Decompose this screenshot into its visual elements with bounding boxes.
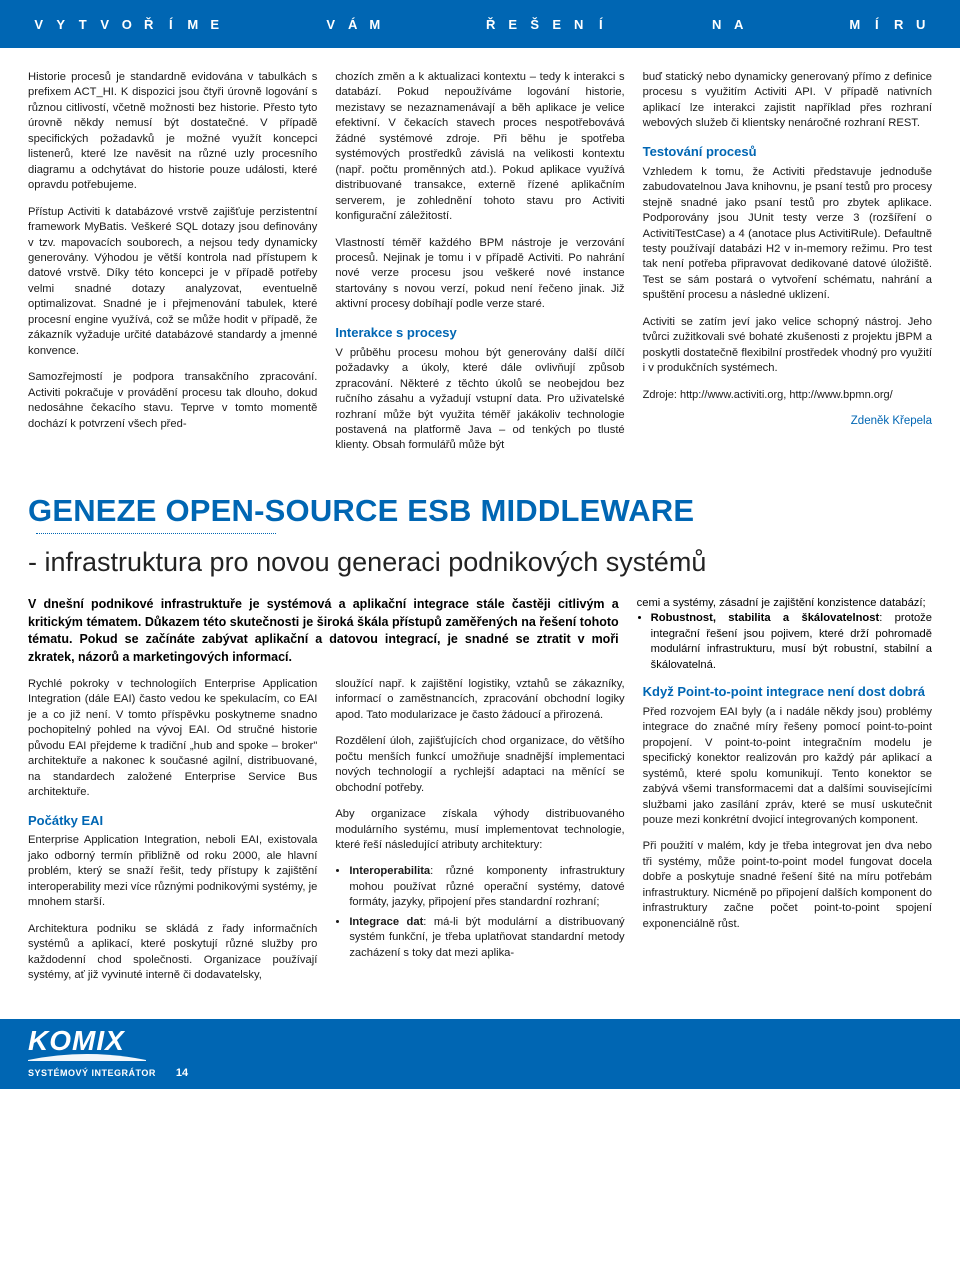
bullet-list: Robustnost, stabilita a škálovatelnost: … [637,611,932,673]
header-word-3: ŘEŠENÍ [480,17,612,32]
header-word-2: VÁM [320,17,386,32]
paragraph: V průběhu procesu mohou být generovány d… [335,346,624,454]
header-banner: VYTVOŘÍME VÁM ŘEŠENÍ NA MÍRU [0,0,960,48]
article2: GENEZE OPEN-SOURCE ESB MIDDLEWARE - infr… [28,493,932,995]
footer-page-number: 14 [176,1067,188,1079]
list-item: Robustnost, stabilita a škálovatelnost: … [651,611,932,673]
logo: KOMIX SYSTÉMOVÝ INTEGRÁTOR 14 [28,1027,188,1079]
logo-swoosh-icon [28,1052,146,1061]
article2-lead: V dnešní podnikové infrastruktuře je sys… [28,596,619,667]
article1-col2: chozích změn a k aktualizaci kontextu – … [335,70,624,465]
section-heading: Počátky EAI [28,812,317,830]
title-dotted-rule [36,533,276,534]
article2-col1: Rychlé pokroky v technologiích Enterpris… [28,677,317,995]
bullet-list: Interoperabilita: různé komponenty infra… [335,864,624,961]
paragraph: cemi a systémy, zásadní je zajištění kon… [637,596,932,611]
paragraph: Aby organizace získala výhody distribuov… [335,807,624,853]
footer-inner: KOMIX SYSTÉMOVÝ INTEGRÁTOR 14 [0,1019,960,1079]
article2-col3: Když Point-to-point integrace není dost … [643,677,932,995]
list-item: Integrace dat: má-li být modulární a dis… [349,915,624,961]
paragraph: Historie procesů je standardně evidována… [28,70,317,194]
paragraph: Rozdělení úloh, zajišťujících chod organ… [335,734,624,796]
footer-label: SYSTÉMOVÝ INTEGRÁTOR [28,1068,156,1078]
paragraph: Enterprise Application Integration, nebo… [28,833,317,910]
header-word-1: VYTVOŘÍME [28,17,226,32]
list-item-bold: Robustnost, stabilita a škálovatelnost [651,612,880,624]
article2-title: GENEZE OPEN-SOURCE ESB MIDDLEWARE [28,493,694,528]
paragraph: Architektura podniku se skládá z řady in… [28,922,317,984]
logo-text: KOMIX [28,1027,125,1055]
header-word-5: MÍRU [844,17,932,32]
footer: KOMIX SYSTÉMOVÝ INTEGRÁTOR 14 [0,1019,960,1089]
paragraph: Vzhledem k tomu, že Activiti představuje… [643,165,932,304]
sources-line: Zdroje: http://www.activiti.org, http://… [643,388,932,403]
header-word-4: NA [706,17,750,32]
article2-lead-left: V dnešní podnikové infrastruktuře je sys… [28,596,619,677]
article1-col3: buď statický nebo dynamicky generovaný p… [643,70,932,465]
section-heading: Testování procesů [643,143,932,161]
paragraph: Samozřejmostí je podpora transakčního zp… [28,370,317,432]
section-heading: Když Point-to-point integrace není dost … [643,683,932,701]
article2-columnsches data-interactable=: Rychlé pokroky v technologiích Enterpris… [28,677,932,995]
article2-lead-right: cemi a systémy, zásadní je zajištění kon… [637,596,932,677]
list-item-bold: Integrace dat [349,916,423,928]
article2-lead-row: V dnešní podnikové infrastruktuře je sys… [28,596,932,677]
paragraph: Při použití v malém, kdy je třeba integr… [643,839,932,932]
article1-col1: Historie procesů je standardně evidována… [28,70,317,465]
paragraph: Vlastností téměř každého BPM nástroje je… [335,236,624,313]
list-item-bold: Interoperabilita [349,865,430,877]
paragraph: chozích změn a k aktualizaci kontextu – … [335,70,624,225]
article1-columns: Historie procesů je standardně evidována… [28,70,932,465]
content-area: Historie procesů je standardně evidována… [0,48,960,1005]
paragraph: sloužící např. k zajištění logistiky, vz… [335,677,624,723]
paragraph: buď statický nebo dynamicky generovaný p… [643,70,932,132]
paragraph: Před rozvojem EAI byly (a i nadále někdy… [643,705,932,829]
section-heading: Interakce s procesy [335,324,624,342]
text-fragment: cemi a systémy, zásadní je zajištění kon… [637,597,926,609]
list-item: Interoperabilita: různé komponenty infra… [349,864,624,910]
article2-col2: sloužící např. k zajištění logistiky, vz… [335,677,624,995]
article2-title-row: GENEZE OPEN-SOURCE ESB MIDDLEWARE [28,493,932,547]
article2-subtitle: - infrastruktura pro novou generaci podn… [28,547,932,578]
paragraph: Přístup Activiti k databázové vrstvě zaj… [28,205,317,360]
author-name: Zdeněk Křepela [643,414,932,430]
page: VYTVOŘÍME VÁM ŘEŠENÍ NA MÍRU Historie pr… [0,0,960,1089]
paragraph: Rychlé pokroky v technologiích Enterpris… [28,677,317,801]
paragraph: Activiti se zatím jeví jako velice schop… [643,315,932,377]
